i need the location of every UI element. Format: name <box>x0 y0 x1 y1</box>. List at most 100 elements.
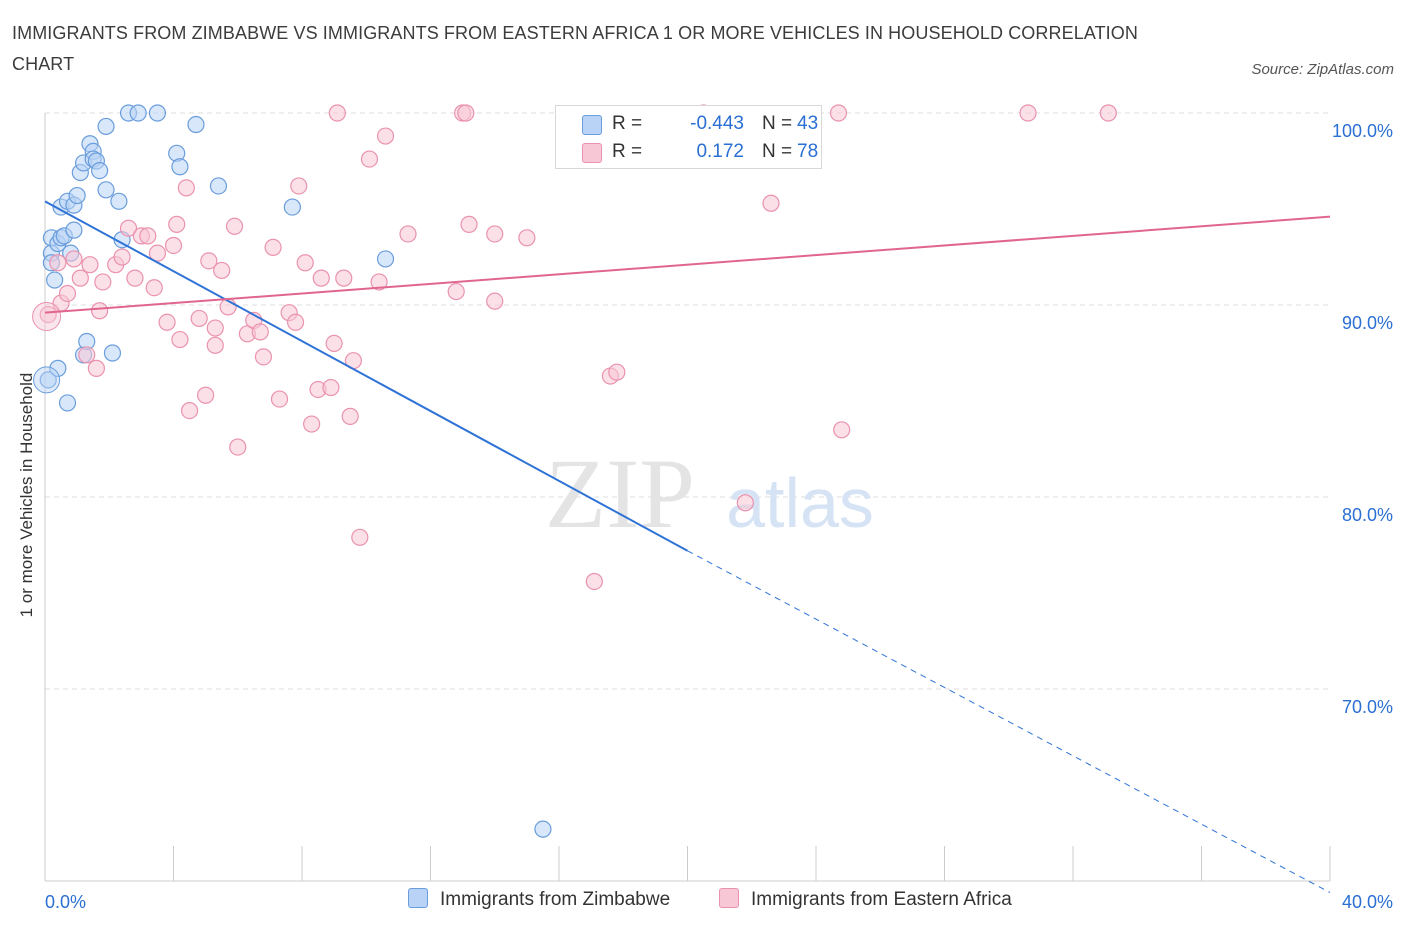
point-eastern-africa <box>158 313 176 331</box>
point-eastern-africa <box>168 215 186 233</box>
point-eastern-africa <box>376 127 395 145</box>
point-eastern-africa <box>518 229 536 247</box>
data-points <box>32 104 1117 838</box>
point-zimbabwe <box>283 198 301 216</box>
point-eastern-africa <box>585 572 603 591</box>
bottom-legend-label-zimbabwe: Immigrants from Zimbabwe <box>440 889 671 910</box>
point-eastern-africa <box>206 336 224 354</box>
bottom-legend-eastern-africa: Immigrants from Eastern Africa <box>719 888 1012 914</box>
point-eastern-africa <box>486 292 504 310</box>
point-zimbabwe <box>103 344 122 362</box>
point-eastern-africa <box>1019 104 1037 122</box>
point-eastern-africa <box>286 313 305 331</box>
point-zimbabwe <box>129 104 147 122</box>
y-tick-label: 70.0% <box>1342 697 1393 717</box>
point-zimbabwe <box>209 177 228 195</box>
trend-line-zimbabwe <box>44 200 688 552</box>
point-eastern-africa <box>113 248 131 266</box>
point-eastern-africa <box>335 269 353 287</box>
point-eastern-africa <box>94 273 112 291</box>
bottom-legend-swatch-eastern-africa <box>719 888 739 908</box>
point-zimbabwe <box>46 271 64 289</box>
point-eastern-africa <box>399 225 417 243</box>
point-eastern-africa <box>608 363 626 381</box>
point-eastern-africa <box>322 378 340 397</box>
point-eastern-africa <box>200 252 218 270</box>
legend-n-value: 43 <box>797 113 819 134</box>
point-eastern-africa <box>213 261 231 280</box>
point-eastern-africa <box>360 150 379 168</box>
legend-r-label: R = <box>612 141 643 162</box>
point-eastern-africa <box>229 438 247 456</box>
point-eastern-africa <box>197 386 215 404</box>
trend-lines <box>44 200 1331 893</box>
point-zimbabwe <box>148 104 167 122</box>
point-eastern-africa <box>447 282 465 301</box>
point-eastern-africa <box>762 194 780 212</box>
point-eastern-africa <box>1099 104 1117 122</box>
bottom-legend-label-eastern-africa: Immigrants from Eastern Africa <box>751 889 1012 910</box>
point-eastern-africa <box>833 421 851 439</box>
point-zimbabwe <box>376 250 395 268</box>
legend-swatch-eastern-africa <box>582 143 602 163</box>
point-zimbabwe <box>534 820 552 838</box>
point-eastern-africa <box>39 306 57 324</box>
point-eastern-africa <box>328 104 346 122</box>
legend-n-label: N = <box>762 113 793 134</box>
point-zimbabwe <box>171 158 189 176</box>
stats-legend: R = -0.443 N = 43 R = 0.172 N = 78 <box>555 105 822 169</box>
point-eastern-africa <box>180 402 199 420</box>
point-eastern-africa <box>341 407 359 425</box>
point-eastern-africa <box>91 302 109 320</box>
point-eastern-africa <box>139 227 157 245</box>
bottom-legend-swatch-zimbabwe <box>408 888 428 908</box>
point-eastern-africa <box>49 254 67 272</box>
point-eastern-africa <box>71 269 89 287</box>
point-zimbabwe <box>91 162 109 180</box>
point-zimbabwe <box>49 359 67 377</box>
point-eastern-africa <box>370 273 388 291</box>
point-eastern-africa <box>829 104 848 122</box>
point-eastern-africa <box>177 179 195 197</box>
point-eastern-africa <box>736 494 754 512</box>
point-eastern-africa <box>145 279 163 297</box>
point-eastern-africa <box>270 390 289 408</box>
point-eastern-africa <box>251 323 269 341</box>
point-zimbabwe <box>58 394 77 412</box>
trend-line-eastern-africa <box>44 215 1331 314</box>
x-tick-label: 0.0% <box>45 892 86 912</box>
grid-lines <box>45 112 1330 690</box>
point-eastern-africa <box>225 217 244 235</box>
point-eastern-africa <box>87 359 106 377</box>
point-zimbabwe <box>65 221 83 239</box>
source-label: Source: ZipAtlas.com <box>1251 61 1394 78</box>
legend-n-value: 78 <box>797 141 819 162</box>
point-eastern-africa <box>119 219 138 237</box>
chart-title: IMMIGRANTS FROM ZIMBABWE VS IMMIGRANTS F… <box>12 23 1138 74</box>
legend-swatch-zimbabwe <box>582 115 602 135</box>
watermark-zip: ZIP <box>545 438 695 549</box>
point-eastern-africa <box>81 256 99 274</box>
point-zimbabwe <box>68 186 86 205</box>
legend-r-label: R = <box>612 113 643 134</box>
legend-r-value: 0.172 <box>696 141 744 162</box>
point-eastern-africa <box>32 302 62 332</box>
point-zimbabwe <box>110 192 128 210</box>
bottom-legend-zimbabwe: Immigrants from Zimbabwe <box>408 888 670 914</box>
x-tick-label: 40.0% <box>1342 892 1393 912</box>
point-eastern-africa <box>303 415 321 433</box>
point-zimbabwe <box>97 181 115 199</box>
point-zimbabwe <box>187 115 205 134</box>
point-eastern-africa <box>457 104 475 122</box>
y-tick-label: 100.0% <box>1332 121 1393 141</box>
y-tick-label: 80.0% <box>1342 505 1393 525</box>
legend-n-label: N = <box>762 141 793 162</box>
trend-line-zimbabwe-extension <box>687 550 1331 893</box>
point-zimbabwe <box>39 371 57 389</box>
tick-labels: 100.0% 90.0% 80.0% 70.0% 0.0% 40.0% <box>45 121 1393 912</box>
point-zimbabwe <box>97 117 115 136</box>
point-eastern-africa <box>126 269 144 287</box>
point-eastern-africa <box>460 215 478 233</box>
point-eastern-africa <box>65 250 83 268</box>
point-eastern-africa <box>206 319 224 337</box>
